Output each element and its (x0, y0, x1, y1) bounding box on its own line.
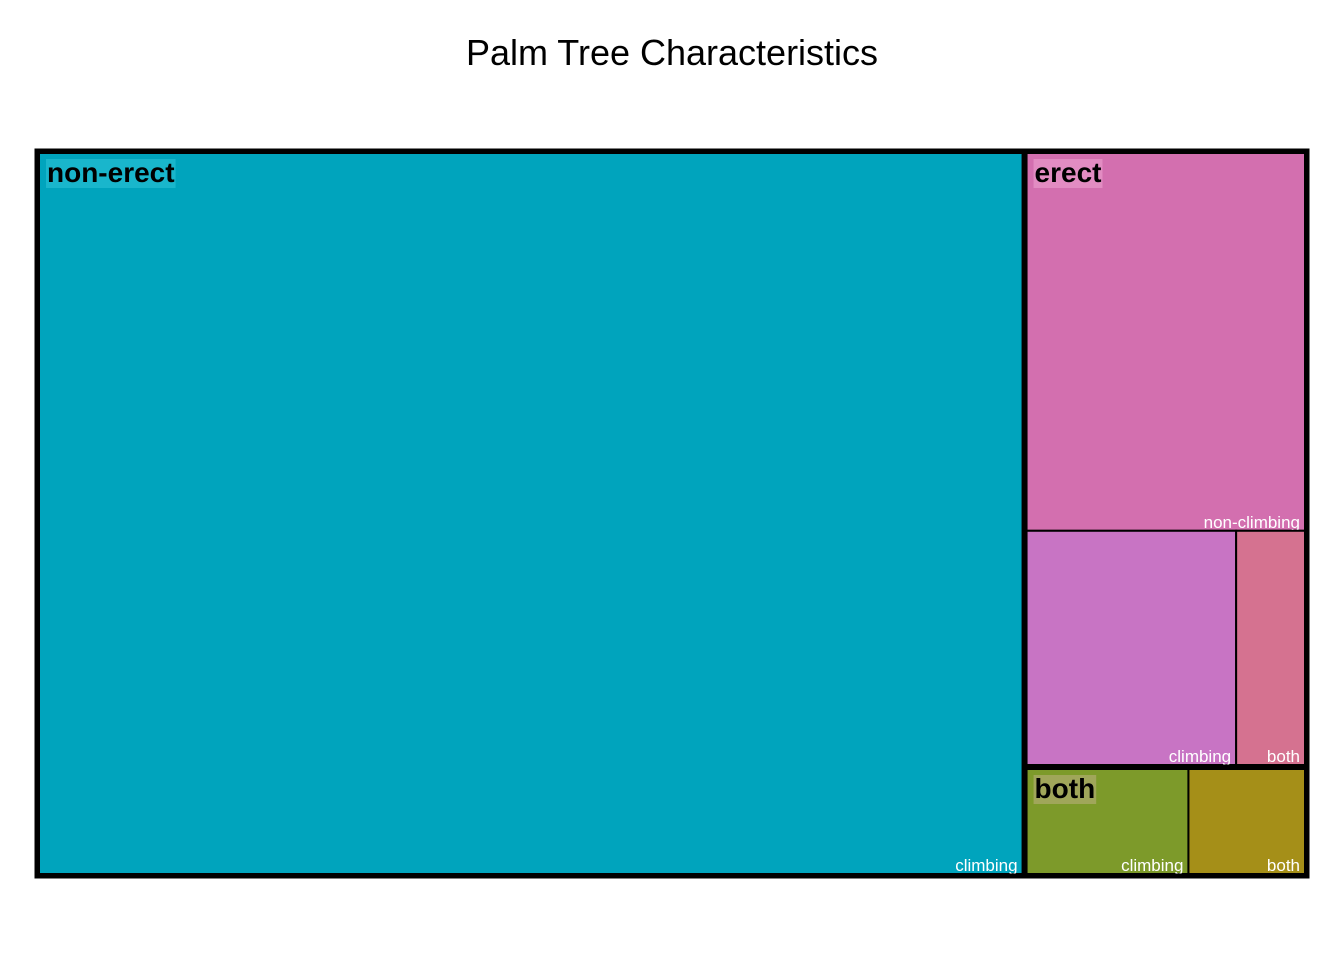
group-label-erect: erect (1035, 157, 1102, 188)
group-label-non-erect: non-erect (47, 157, 175, 188)
group-border-layer (34, 148, 1310, 879)
tile-label-erect-climbing: climbing (1169, 747, 1231, 766)
tile-label-non-erect-climbing: climbing (955, 856, 1017, 875)
leaf-layer: climbing non-climbing climbing both climbing… (38, 152, 1307, 876)
group-label-bg-non-erect (46, 159, 176, 188)
treemap-tile-non-erect-climbing (38, 152, 1024, 875)
group-label-both: both (1035, 773, 1096, 804)
tile-label-erect-both: both (1267, 747, 1300, 766)
group-label-bg-erect (1033, 159, 1103, 188)
treemap-tile-erect-non-climbing (1025, 152, 1307, 532)
tile-label-both-both: both (1267, 856, 1300, 875)
tile-label-both-climbing: climbing (1121, 856, 1183, 875)
group-label-bg-both (1033, 774, 1097, 804)
treemap-tile-erect-climbing (1025, 529, 1238, 766)
group-label-layer: non-erect erect both (46, 157, 1103, 804)
chart-title: Palm Tree Characteristics (465, 32, 879, 73)
group-border-both (1022, 764, 1310, 879)
tile-label-erect-non-climbing: non-climbing (1204, 513, 1300, 532)
treemap-tile-erect-both (1235, 529, 1306, 766)
